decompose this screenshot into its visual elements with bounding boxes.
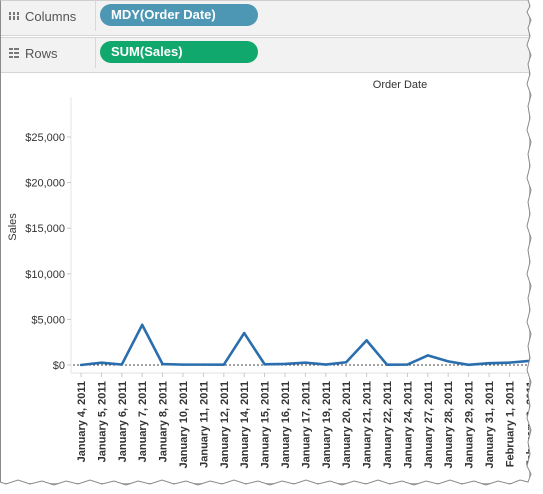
data-point[interactable] <box>263 363 266 366</box>
data-point[interactable] <box>120 363 124 366</box>
data-point[interactable] <box>447 360 450 363</box>
columns-shelf[interactable]: Columns MDY(Order Date) <box>1 1 529 36</box>
data-point[interactable] <box>324 363 327 366</box>
x-tick-label: January 19, 2011 <box>321 381 333 468</box>
data-point[interactable] <box>304 361 307 364</box>
data-point[interactable] <box>79 363 83 367</box>
y-tick-label: $5,000 <box>31 314 65 326</box>
data-point[interactable] <box>202 363 205 366</box>
y-tick-label: $0 <box>53 360 65 372</box>
sum-sales-pill[interactable]: SUM(Sales) <box>100 41 258 63</box>
chart-area: Order Date Sales $0 $5,000 $10,000 $15,000 $… <box>1 73 529 483</box>
data-point[interactable] <box>345 361 348 364</box>
x-tick-label: January 14, 2011 <box>239 381 251 468</box>
data-point[interactable] <box>365 339 368 342</box>
y-axis-title: Sales <box>7 213 19 241</box>
rows-shelf-label: Rows <box>25 45 58 61</box>
x-tick-label: January 6, 2011 <box>117 381 129 462</box>
x-tick-label: January 21, 2011 <box>362 381 374 468</box>
tableau-worksheet: Columns MDY(Order Date) Rows SUM(Sales) … <box>0 0 529 483</box>
x-tick-label: February 2, 2011 <box>525 381 529 467</box>
data-point[interactable] <box>161 362 164 366</box>
data-point[interactable] <box>100 361 103 364</box>
columns-grid-icon <box>8 10 20 22</box>
data-point[interactable] <box>508 361 511 364</box>
x-tick-label: January 17, 2011 <box>300 381 312 468</box>
y-tick-label: $25,000 <box>25 132 65 144</box>
columns-shelf-label: Columns <box>25 8 77 24</box>
x-axis-ticks: January 4, 2011 January 5, 2011 January 6,… <box>76 373 529 468</box>
data-point[interactable] <box>406 363 409 366</box>
x-tick-label: February 1, 2011 <box>504 381 516 467</box>
y-tick-label: $15,000 <box>25 223 65 235</box>
x-tick-label: January 4, 2011 <box>76 381 88 462</box>
x-tick-label: January 11, 2011 <box>198 381 210 468</box>
data-point[interactable] <box>243 331 246 335</box>
data-point[interactable] <box>222 363 225 366</box>
x-tick-label: January 16, 2011 <box>280 381 292 468</box>
rows-shelf-label-area: Rows <box>1 38 96 68</box>
data-point[interactable] <box>385 363 389 366</box>
x-tick-label: January 24, 2011 <box>402 381 414 468</box>
x-tick-label: January 10, 2011 <box>178 381 190 468</box>
x-tick-label: January 7, 2011 <box>137 381 149 462</box>
x-tick-label: January 29, 2011 <box>464 381 476 468</box>
x-tick-label: January 27, 2011 <box>423 381 435 468</box>
columns-shelf-label-area: Columns <box>1 1 96 31</box>
rows-shelf[interactable]: Rows SUM(Sales) <box>1 37 529 73</box>
x-tick-label: January 15, 2011 <box>260 381 272 468</box>
data-point[interactable] <box>487 361 491 365</box>
sales-line-chart: Order Date Sales $0$5,000$10,000$15,000$… <box>7 79 529 468</box>
y-tick-label: $20,000 <box>25 178 65 190</box>
x-tick-label: January 8, 2011 <box>158 381 170 462</box>
data-point[interactable] <box>467 363 470 367</box>
x-tick-label: January 20, 2011 <box>341 381 353 468</box>
sales-series-line[interactable] <box>80 323 529 367</box>
y-axis-ticks: $0 $5,000 $10,000 $15,000 $20,000 $25,000 <box>25 132 71 372</box>
x-tick-label: January 22, 2011 <box>382 381 394 468</box>
y-tick-label: $10,000 <box>25 269 65 281</box>
data-point[interactable] <box>141 323 144 327</box>
order-date-pill[interactable]: MDY(Order Date) <box>100 4 258 26</box>
x-tick-label: January 31, 2011 <box>484 381 496 468</box>
x-tick-label: January 12, 2011 <box>219 381 231 468</box>
x-tick-label: January 28, 2011 <box>443 381 455 468</box>
data-point[interactable] <box>426 354 429 357</box>
data-point[interactable] <box>181 363 185 366</box>
rows-grid-icon <box>8 47 20 59</box>
column-header-order-date: Order Date <box>373 79 427 91</box>
series-group <box>79 323 529 367</box>
data-point[interactable] <box>283 362 287 366</box>
x-tick-label: January 5, 2011 <box>96 381 108 462</box>
